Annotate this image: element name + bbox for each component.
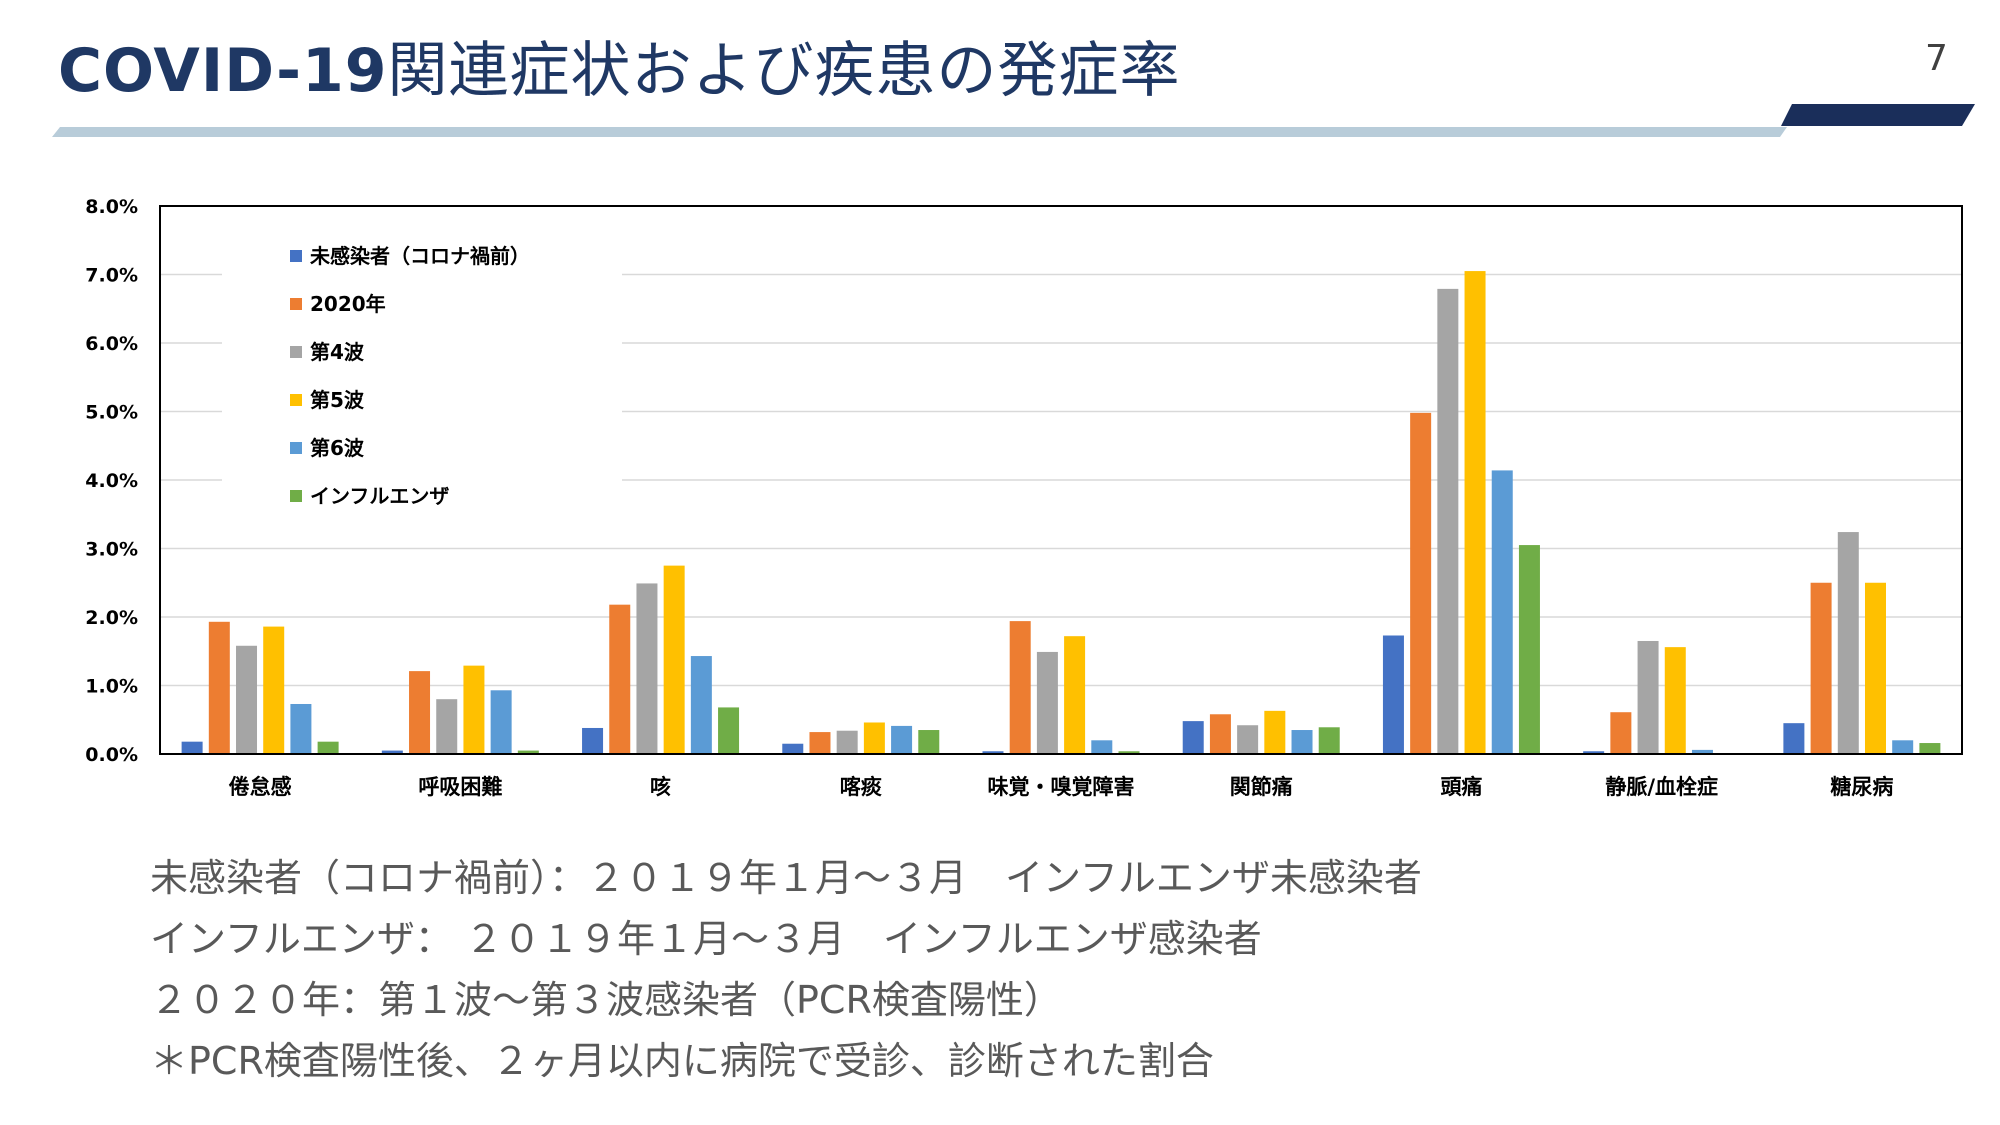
x-tick-label: 関節痛 [1230,775,1293,799]
bar [1291,730,1313,754]
bar [1009,621,1031,754]
bar [1036,651,1058,754]
bar [718,707,740,754]
x-tick-label: 喀痰 [840,775,883,799]
bar [1637,640,1659,754]
bar [409,671,431,754]
legend-label: インフルエンザ [310,484,449,508]
bar [982,751,1004,754]
note-influenza-definition: インフルエンザ： ２０１９年１月～３月 インフルエンザ感染者 [150,917,1262,961]
y-tick-label: 2.0% [85,607,138,629]
bar [1237,725,1259,754]
bar [1664,647,1686,754]
page-number: 7 [1925,38,1948,79]
bar [290,703,312,754]
bar [891,725,913,754]
legend-label: 第5波 [310,388,365,412]
plot-frame [159,205,1963,755]
bar [782,743,804,754]
bar [690,656,712,754]
legend-swatch [290,346,302,358]
legend-swatch [290,394,302,406]
bar [1837,532,1859,754]
legend-label: 2020年 [310,292,386,316]
note-uninfected-definition: 未感染者（コロナ禍前）：２０１９年１月～３月 インフルエンザ未感染者 [150,856,1422,900]
bar [1583,751,1605,754]
bar [1064,636,1086,754]
notes: 未感染者（コロナ禍前）：２０１９年１月～３月 インフルエンザ未感染者 インフルエ… [150,848,1422,1092]
x-tick-label: 糖尿病 [1830,775,1893,799]
bar [1318,727,1340,754]
bar [1091,740,1113,754]
y-tick-label: 5.0% [85,402,138,424]
legend-label: 第6波 [310,436,365,460]
bar [1182,721,1204,754]
bar [1783,723,1805,754]
bar [663,565,685,754]
x-tick-label: 倦怠感 [229,775,292,799]
bar [1810,582,1832,754]
title-text: 関連症状および疾患の発症率 [387,36,1181,106]
y-tick-label: 6.0% [85,333,138,355]
bar [582,727,604,754]
bar [1264,710,1286,754]
bar [236,645,258,754]
bar [1118,751,1140,754]
bar [1382,635,1404,754]
bar [1892,740,1914,754]
bar [636,583,658,754]
bar [436,699,458,754]
bar [1491,470,1513,754]
legend-label: 第4波 [310,340,365,364]
bar [1691,749,1713,754]
chart-container: 0.0% 1.0% 2.0% 3.0% 4.0% 5.0% 6.0% 7.0% 8.0% 倦怠感 呼… [0,180,2000,820]
y-tick-label: 7.0% [85,265,138,287]
bar [1919,743,1941,754]
legend-swatch [290,250,302,262]
bar [208,621,230,754]
slide-title: COVID-19関連症状および疾患の発症率 [58,22,1181,109]
bar [381,750,403,754]
bar-chart: 0.0% 1.0% 2.0% 3.0% 4.0% 5.0% 6.0% 7.0% 8.0% 倦怠感 呼… [85,196,1963,799]
bar [490,690,512,754]
title-rule-dark-bar [1781,104,1975,126]
y-tick-label: 0.0% [85,744,138,766]
bar [1518,545,1540,754]
y-tick-label: 1.0% [85,676,138,698]
title-rule-light-bar [52,127,1787,137]
x-tick-label: 呼吸困難 [418,775,502,799]
title-rule [52,104,1975,137]
bar [609,604,631,754]
legend-swatch [290,298,302,310]
bar [809,732,831,754]
x-tick-label: 静脈/血栓症 [1605,775,1718,799]
bar [1864,582,1886,754]
legend-label: 未感染者（コロナ禍前） [310,244,530,268]
bar [863,722,885,754]
bar [1410,412,1432,754]
bar [1209,714,1231,754]
bar [1437,288,1459,754]
y-tick-label: 4.0% [85,470,138,492]
legend-swatch [290,442,302,454]
bar [517,750,539,754]
x-tick-label: 味覚・嗅覚障害 [988,775,1135,799]
bar [181,741,203,754]
x-tick-label: 頭痛 [1440,775,1482,799]
bar [1464,271,1486,754]
x-tick-label: 咳 [650,775,671,799]
y-tick-label: 3.0% [85,539,138,561]
note-2020-definition: ２０２０年：第１波～第３波感染者（PCR検査陽性） [150,978,1062,1022]
bar [317,741,339,754]
note-measurement-footnote: ＊PCR検査陽性後、２ヶ月以内に病院で受診、診断された割合 [150,1039,1214,1083]
legend-swatch [290,490,302,502]
bar [463,665,485,754]
title-covid-label: COVID-19 [58,36,388,106]
legend-box [222,238,622,513]
y-tick-label: 8.0% [85,196,138,218]
bar [836,730,858,754]
bar [918,730,940,754]
bar [1610,712,1632,754]
bar [263,626,285,754]
